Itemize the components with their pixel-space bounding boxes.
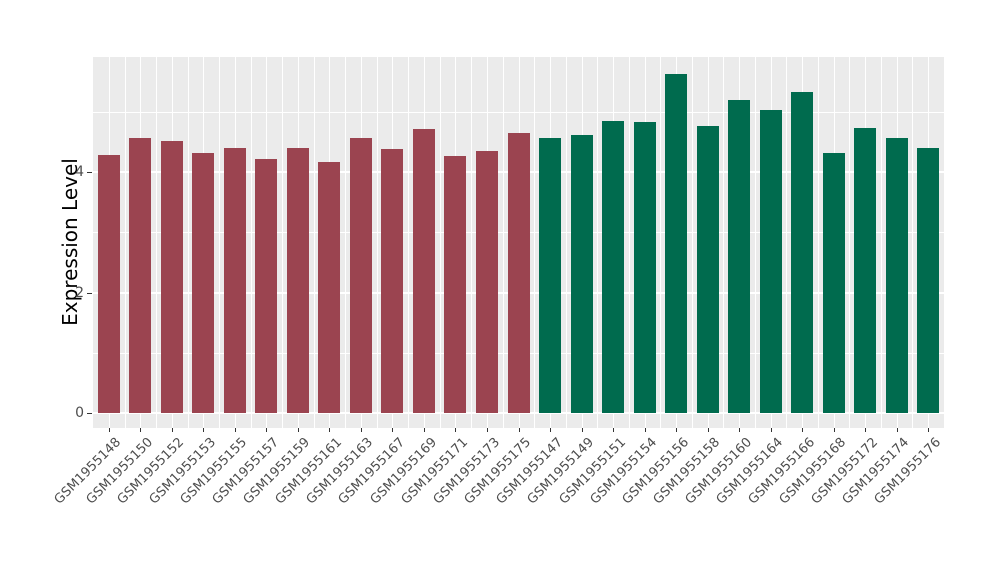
gridline-x-boundary: [156, 57, 158, 428]
x-tick: [234, 428, 236, 432]
bar-GSM1955157: [255, 158, 278, 413]
x-tick: [739, 428, 741, 432]
bar-GSM1955154: [633, 122, 656, 413]
gridline-x-boundary: [628, 57, 630, 428]
bar-GSM1955163: [349, 138, 372, 413]
x-tick: [171, 428, 173, 432]
x-tick: [518, 428, 520, 432]
x-tick: [676, 428, 678, 432]
gridline-x-boundary: [597, 57, 599, 428]
x-tick: [297, 428, 299, 432]
x-tick: [896, 428, 898, 432]
x-tick: [581, 428, 583, 432]
bar-GSM1955171: [444, 155, 467, 413]
gridline-x-boundary: [124, 57, 126, 428]
gridline-x-boundary: [565, 57, 567, 428]
gridline-x-boundary: [660, 57, 662, 428]
y-tick-label-2: 2: [75, 284, 84, 301]
x-tick: [613, 428, 615, 432]
gridline-x-boundary: [376, 57, 378, 428]
bar-GSM1955151: [602, 120, 625, 413]
bar-GSM1955147: [539, 138, 562, 413]
x-tick: [865, 428, 867, 432]
bar-GSM1955166: [791, 91, 814, 413]
bar-GSM1955155: [223, 147, 246, 413]
bar-GSM1955158: [696, 126, 719, 413]
gridline-x-boundary: [691, 57, 693, 428]
bar-GSM1955150: [129, 138, 152, 413]
bar-GSM1955169: [412, 129, 435, 413]
gridline-x-boundary: [219, 57, 221, 428]
y-tick: [87, 292, 92, 294]
gridline-x-boundary: [439, 57, 441, 428]
x-tick: [455, 428, 457, 432]
y-tick-label-0: 0: [75, 405, 84, 421]
bar-GSM1955172: [854, 128, 877, 413]
x-tick: [329, 428, 331, 432]
gridline-x-boundary: [912, 57, 914, 428]
bar-GSM1955167: [381, 149, 404, 413]
bar-GSM1955149: [570, 135, 593, 413]
bar-GSM1955159: [286, 147, 309, 413]
gridline-x-boundary: [786, 57, 788, 428]
x-tick: [266, 428, 268, 432]
x-tick: [392, 428, 394, 432]
gridline-x-boundary: [408, 57, 410, 428]
gridline-x-boundary: [754, 57, 756, 428]
plot-panel: [93, 57, 944, 428]
x-tick: [770, 428, 772, 432]
gridline-x-boundary: [345, 57, 347, 428]
bar-GSM1955152: [160, 141, 183, 413]
gridline-x-boundary: [880, 57, 882, 428]
gridline-x-boundary: [471, 57, 473, 428]
gridline-x-boundary: [282, 57, 284, 428]
bar-GSM1955175: [507, 132, 530, 413]
bar-GSM1955156: [665, 73, 688, 413]
y-tick-label-4: 4: [75, 164, 84, 180]
x-tick: [423, 428, 425, 432]
x-tick: [928, 428, 930, 432]
gridline-x-boundary: [187, 57, 189, 428]
gridline-x-boundary: [723, 57, 725, 428]
y-tick: [87, 172, 92, 173]
bar-GSM1955173: [475, 150, 498, 413]
bar-GSM1955153: [192, 153, 215, 413]
x-tick: [108, 428, 110, 432]
bar-GSM1955176: [917, 147, 940, 413]
gridline-x-boundary: [502, 57, 504, 428]
gridline-x-boundary: [534, 57, 536, 428]
gridline-x-boundary: [250, 57, 252, 428]
x-tick: [360, 428, 362, 432]
gridline-x-boundary: [817, 57, 819, 428]
bar-GSM1955148: [97, 155, 120, 413]
gridline-x-boundary: [849, 57, 851, 428]
x-tick: [833, 428, 835, 432]
bar-GSM1955174: [885, 138, 908, 413]
x-tick: [707, 428, 709, 432]
bar-GSM1955168: [822, 153, 845, 413]
bar-GSM1955164: [759, 109, 782, 413]
x-tick: [644, 428, 646, 432]
gridline-x-boundary: [313, 57, 315, 428]
x-tick: [802, 428, 804, 432]
bar-GSM1955160: [728, 100, 751, 413]
x-tick: [140, 428, 142, 432]
x-tick: [550, 428, 552, 432]
bar-GSM1955161: [318, 161, 341, 413]
x-tick: [486, 428, 488, 432]
x-tick: [203, 428, 205, 432]
y-tick: [87, 413, 92, 414]
